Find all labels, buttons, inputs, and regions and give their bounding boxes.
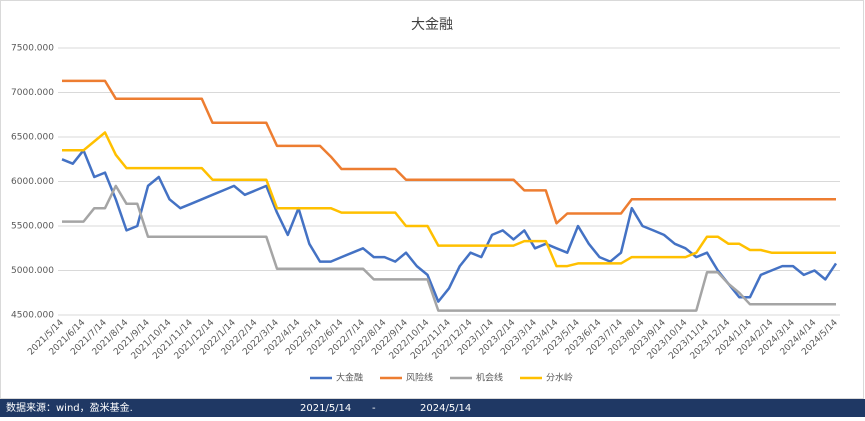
chart-title: 大金融 <box>411 17 453 33</box>
footer-start: 2021/5/14 <box>300 403 351 414</box>
legend-label: 分水岭 <box>546 372 573 384</box>
y-tick-label: 6000.000 <box>11 177 54 187</box>
y-tick-label: 4500.000 <box>11 311 54 321</box>
y-tick-label: 6500.000 <box>11 133 54 143</box>
y-tick-label: 7500.000 <box>11 44 54 54</box>
footer-sep: - <box>372 403 376 414</box>
series-line <box>62 184 836 312</box>
footer-end: 2024/5/14 <box>420 403 471 414</box>
y-tick-label: 7000.000 <box>11 88 54 98</box>
series-line <box>62 131 836 268</box>
legend-label: 大金融 <box>336 372 363 384</box>
series-line <box>62 79 836 225</box>
y-tick-label: 5000.000 <box>11 266 54 276</box>
y-tick-label: 5500.000 <box>11 222 54 232</box>
legend-label: 机会线 <box>476 372 503 384</box>
legend-label: 风险线 <box>406 372 433 384</box>
footer-bar <box>0 399 865 417</box>
footer-source: 数据来源：wind，盈米基金. <box>6 401 133 414</box>
series-line <box>61 149 838 303</box>
